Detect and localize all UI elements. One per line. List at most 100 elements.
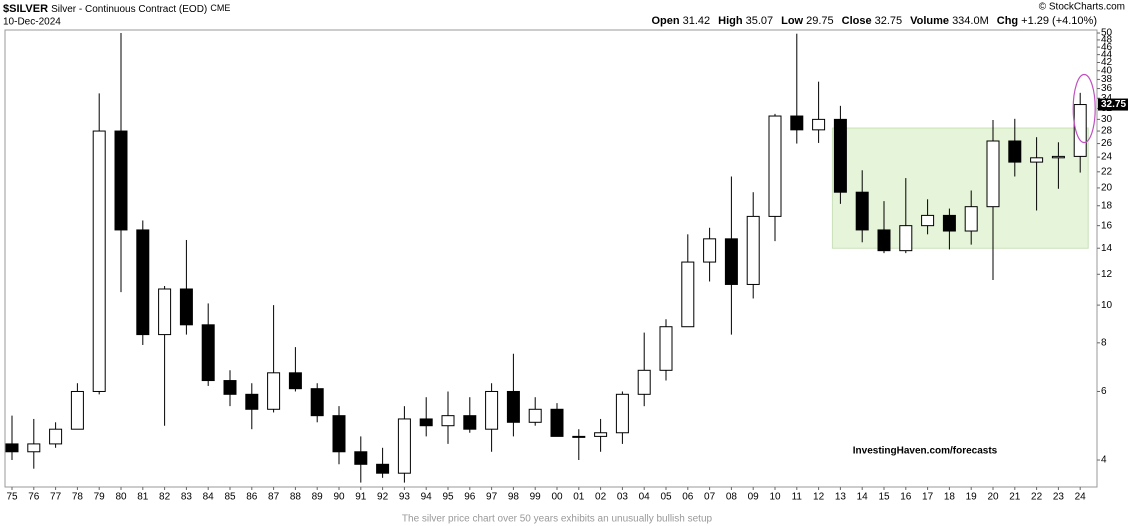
x-tick-label: 89 (312, 492, 324, 503)
quote-value: 35.07 (746, 15, 774, 27)
x-tick-label: 14 (857, 492, 869, 503)
y-tick-label: 16 (1101, 220, 1113, 231)
x-tick-label: 80 (115, 492, 127, 503)
quote-label: Low (781, 15, 803, 27)
quote-label: Volume (910, 15, 949, 27)
last-price-box (1098, 98, 1128, 111)
candle-body (179, 288, 193, 326)
x-tick-label: 95 (442, 492, 454, 503)
candle-body (397, 418, 411, 474)
candle-body (572, 435, 586, 438)
y-tick-label: 8 (1101, 337, 1107, 348)
x-tick-label: 10 (769, 492, 781, 503)
x-tick-label: 85 (224, 492, 236, 503)
x-tick-label: 16 (900, 492, 912, 503)
quote-value: +1.29 (+4.10%) (1021, 15, 1097, 27)
candle-body (1030, 157, 1044, 163)
candle-body (550, 408, 564, 437)
candle-body (485, 390, 499, 430)
candle-body (964, 206, 978, 232)
x-tick-label: 07 (704, 492, 716, 503)
y-tick-label: 4 (1101, 455, 1107, 466)
candle-body (855, 191, 869, 231)
plot-frame (4, 29, 1098, 488)
candle-body (267, 372, 281, 410)
y-tick-label: 20 (1101, 183, 1113, 194)
candle-body (1008, 140, 1022, 163)
quote-value: 29.75 (806, 15, 834, 27)
x-tick-label: 04 (639, 492, 651, 503)
y-tick-label: 28 (1101, 126, 1113, 137)
x-tick-label: 78 (72, 492, 84, 503)
candle-body (506, 390, 520, 423)
x-tick-label: 83 (181, 492, 193, 503)
x-tick-label: 81 (137, 492, 149, 503)
candle-body (158, 288, 172, 336)
highlight-ellipse (1072, 73, 1096, 144)
candle-body (899, 225, 913, 252)
candle-body (201, 324, 215, 382)
x-tick-label: 84 (203, 492, 215, 503)
x-tick-label: 15 (878, 492, 890, 503)
x-tick-label: 75 (6, 492, 18, 503)
x-tick-label: 93 (399, 492, 411, 503)
y-tick-label: 6 (1101, 386, 1107, 397)
plot: 4681012141618202224262830323436384042444… (5, 28, 1128, 525)
x-tick-label: 92 (377, 492, 389, 503)
candle-body (70, 390, 84, 430)
quote-label: Open (651, 15, 679, 27)
candle-body (223, 380, 237, 395)
x-tick-label: 24 (1075, 492, 1087, 503)
x-tick-label: 96 (464, 492, 476, 503)
caption: The silver price chart over 50 years exh… (402, 514, 713, 525)
x-tick-label: 76 (28, 492, 40, 503)
x-tick-label: 00 (551, 492, 563, 503)
x-tick-label: 17 (922, 492, 934, 503)
x-tick-label: 23 (1053, 492, 1065, 503)
candle-body (114, 130, 128, 231)
x-tick-label: 86 (246, 492, 258, 503)
exchange: CME (210, 3, 230, 13)
candle-body (681, 261, 695, 328)
x-tick-label: 90 (333, 492, 345, 503)
last-price-label: 32.75 (1101, 99, 1126, 110)
candle-body (790, 115, 804, 131)
y-tick-label: 46 (1101, 42, 1113, 53)
instrument-name: Silver - Continuous Contract (EOD) (51, 4, 207, 15)
shaded-band (831, 127, 1089, 249)
y-tick-label: 42 (1101, 57, 1113, 68)
candle-body (332, 415, 346, 453)
x-tick-label: 09 (748, 492, 760, 503)
y-tick-label: 40 (1101, 65, 1113, 76)
y-tick-label: 18 (1101, 200, 1113, 211)
candle-body (877, 229, 891, 252)
x-tick-label: 98 (508, 492, 520, 503)
candle-body (92, 130, 106, 392)
x-tick-label: 05 (660, 492, 672, 503)
date: 10-Dec-2024 (3, 17, 61, 28)
candle-body (288, 372, 302, 390)
candle-body (528, 408, 542, 423)
x-tick-label: 02 (595, 492, 607, 503)
candle-body (659, 326, 673, 371)
x-tick-label: 20 (987, 492, 999, 503)
candle-body (833, 118, 847, 193)
candle-body (245, 393, 259, 410)
quote-value: 31.42 (683, 15, 711, 27)
x-tick-label: 06 (682, 492, 694, 503)
x-tick-label: 91 (355, 492, 367, 503)
candle-body (921, 214, 935, 227)
x-tick-label: 94 (421, 492, 433, 503)
y-tick-label: 22 (1101, 166, 1113, 177)
watermark: InvestingHaven.com/forecasts (853, 446, 998, 457)
y-tick-label: 36 (1101, 83, 1113, 94)
candle-body (354, 451, 368, 465)
quote-value: 32.75 (875, 15, 903, 27)
candle-body (637, 369, 651, 395)
symbol-text: $SILVER (3, 3, 48, 15)
candle-body (703, 238, 717, 263)
x-tick-label: 08 (726, 492, 738, 503)
candle-body (1073, 104, 1087, 157)
y-tick-label: 24 (1101, 152, 1113, 163)
x-tick-label: 87 (268, 492, 280, 503)
